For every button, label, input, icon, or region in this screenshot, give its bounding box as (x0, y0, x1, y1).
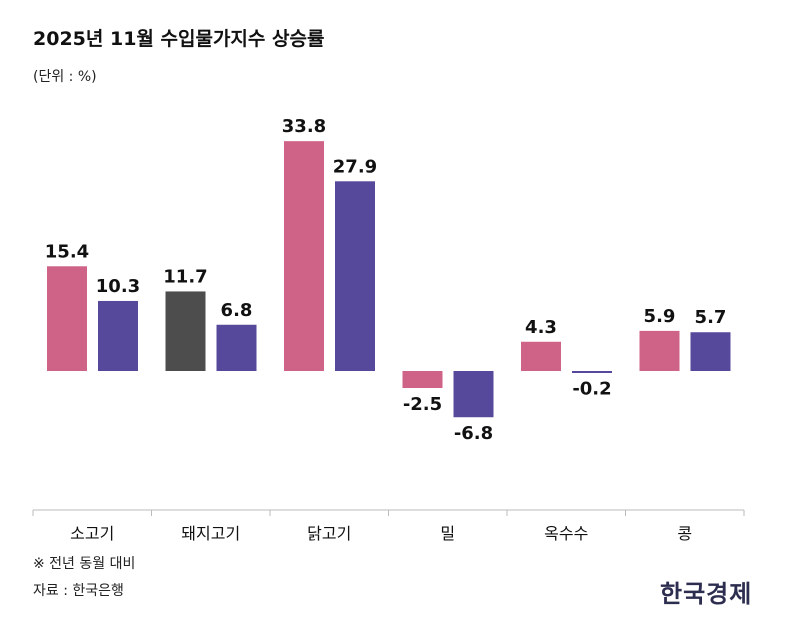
footnote: ※ 전년 동월 대비 (33, 556, 136, 572)
bar-series-2 (572, 371, 612, 373)
bar-series-1 (47, 266, 87, 371)
data-label: -6.8 (454, 423, 493, 444)
bar-series-1 (639, 330, 680, 371)
data-label: 11.7 (163, 266, 207, 287)
category-label: 소고기 (70, 524, 114, 543)
bar-series-1 (165, 291, 206, 371)
category-label: 밀 (440, 524, 455, 543)
bar-series-1 (284, 141, 324, 371)
data-label: 5.9 (644, 306, 676, 327)
bar-series-2 (216, 324, 257, 371)
chart-title: 2025년 11월 수입물가지수 상승률 (33, 28, 325, 50)
data-label: -0.2 (572, 378, 611, 399)
brand-logo: 한국경제 (660, 579, 753, 608)
data-label: 15.4 (45, 241, 89, 262)
bar-series-2 (98, 300, 138, 371)
data-label: 27.9 (333, 156, 377, 177)
data-label: -2.5 (403, 394, 442, 415)
source-label: 자료 : 한국은행 (33, 583, 124, 599)
bar-series-1 (521, 341, 561, 371)
category-label: 닭고기 (307, 524, 351, 543)
bar-series-2 (690, 332, 731, 371)
data-label: 4.3 (525, 317, 557, 338)
data-label: 6.8 (221, 300, 253, 321)
bar-series-1 (402, 371, 443, 388)
bar-series-2 (335, 181, 375, 371)
category-label: 돼지고기 (181, 524, 240, 543)
category-label: 콩 (677, 524, 692, 543)
data-label: 5.7 (695, 307, 727, 328)
bar-series-2 (453, 371, 494, 418)
data-label: 10.3 (96, 276, 140, 297)
unit-label: (단위 : %) (33, 69, 97, 85)
data-label: 33.8 (282, 116, 326, 137)
category-label: 옥수수 (544, 524, 588, 543)
